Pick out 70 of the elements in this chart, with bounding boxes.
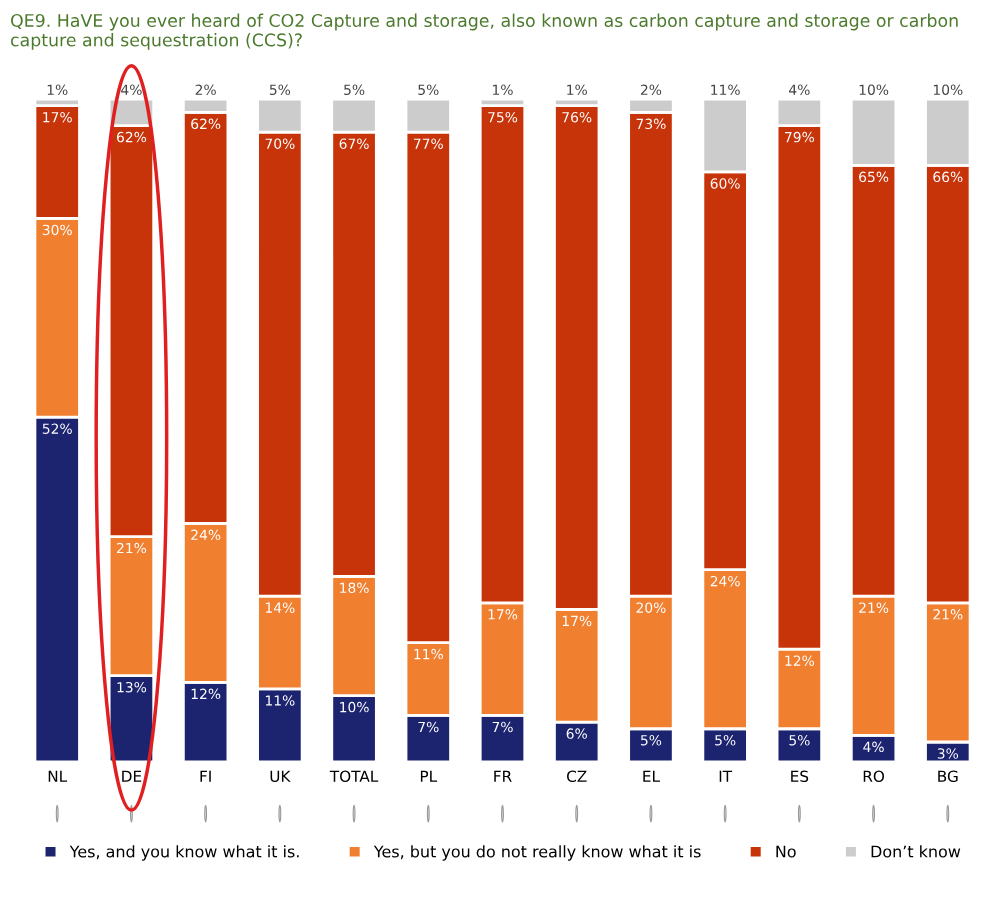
data-label: 12% [785,655,815,666]
x-tick-label: CZ [567,770,587,783]
data-label: 17% [488,609,518,620]
data-label: 79% [785,131,815,143]
data-label: 1% [567,84,587,95]
legend-label: Don’t know [871,845,961,858]
data-label: 24% [710,575,740,587]
data-label: 17% [43,111,72,123]
legend-label: No [776,845,796,858]
data-label: 76% [562,111,592,123]
legend-label: Yes, but you do not really know what it is [373,845,701,861]
x-tick-label: IT [719,770,733,782]
data-label: 11% [711,84,740,95]
x-tick-label: UK [270,770,291,783]
x-tick-label: PL [420,770,438,782]
x-tick-label: EL [643,770,660,782]
x-tick-label: NL [48,770,68,782]
data-label: 3% [937,748,959,759]
data-label: 10% [933,84,963,95]
data-label: 5% [789,734,810,746]
data-label: 21% [117,542,147,554]
x-tick-label: FR [494,770,512,782]
data-label: 13% [117,681,147,693]
data-label: 1% [493,84,513,95]
data-label: 10% [859,84,889,95]
x-tick-label: DE [122,770,142,782]
data-label: 65% [859,171,889,183]
data-label: 5% [269,84,291,95]
data-label: 66% [933,171,963,183]
data-label: 4% [863,741,884,753]
data-label: 5% [344,84,365,95]
x-tick-label: BG [938,770,958,783]
data-label: 12% [191,688,221,700]
data-label: 30% [42,224,72,236]
data-label: 14% [265,602,295,613]
legend-label: Yes, and you know what it is. [69,845,299,861]
x-tick-label: RO [863,770,885,783]
data-label: 67% [339,138,369,149]
data-label: 7% [492,721,513,733]
data-label: 10% [340,701,369,713]
data-label: 4% [121,84,142,95]
data-label: 2% [195,84,216,95]
x-tick-label: ES [791,770,809,783]
data-label: 1% [47,84,68,95]
data-label: 5% [715,734,736,746]
data-label: 20% [636,602,666,613]
data-label: 21% [933,609,963,620]
data-label: 17% [562,615,592,627]
data-label: 52% [42,423,72,434]
data-label: 4% [789,84,810,95]
data-label: 18% [340,582,369,594]
data-label: 77% [413,138,443,149]
data-label: 5% [640,734,662,746]
data-label: 11% [265,695,295,706]
data-label: 24% [191,529,221,541]
chart-title: QE9. HaVE you ever heard of CO2 Capture and storage, also known as carbon capture and storage or carbon capture and sequestration (CCS)? [11,13,958,50]
data-label: 70% [265,138,295,149]
data-label: 11% [414,648,443,660]
data-label: 62% [116,131,147,143]
data-label: 60% [710,178,740,189]
data-label: 7% [418,721,439,733]
data-label: 73% [636,118,666,130]
data-label: 62% [191,118,221,130]
data-label: 75% [488,111,518,123]
x-tick-label: TOTAL [329,770,379,783]
data-label: 21% [859,602,889,613]
data-label: 6% [566,728,587,739]
data-label: 5% [418,84,439,95]
x-tick-label: FI [200,770,211,782]
data-label: 2% [640,84,662,95]
